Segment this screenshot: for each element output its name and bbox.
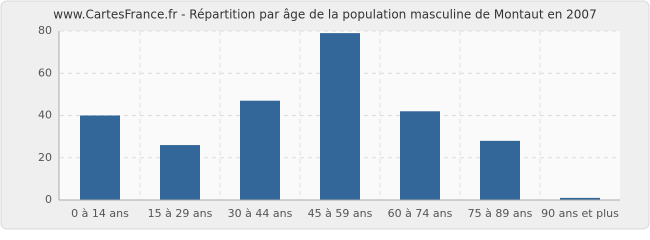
bar — [560, 197, 600, 200]
chart-title: www.CartesFrance.fr - Répartition par âg… — [53, 8, 596, 22]
x-tick-label: 0 à 14 ans — [71, 207, 129, 220]
x-tick-label: 30 à 44 ans — [228, 207, 293, 220]
bar — [80, 115, 120, 200]
y-tick-label: 60 — [38, 66, 52, 79]
y-tick-label: 40 — [38, 109, 52, 122]
x-tick-label: 15 à 29 ans — [148, 207, 213, 220]
x-tick-label: 60 à 74 ans — [388, 207, 453, 220]
y-tick-label: 80 — [38, 24, 52, 37]
bar — [240, 100, 280, 200]
bar — [400, 111, 440, 200]
x-tick-label: 45 à 59 ans — [308, 207, 373, 220]
y-tick-label: 0 — [45, 193, 52, 206]
bar — [160, 145, 200, 200]
y-tick-label: 20 — [38, 151, 52, 164]
x-tick-label: 90 ans et plus — [541, 207, 619, 220]
bar — [480, 140, 520, 200]
bar — [320, 33, 360, 200]
chart: www.CartesFrance.fr - Répartition par âg… — [0, 0, 650, 230]
x-tick-label: 75 à 89 ans — [468, 207, 533, 220]
